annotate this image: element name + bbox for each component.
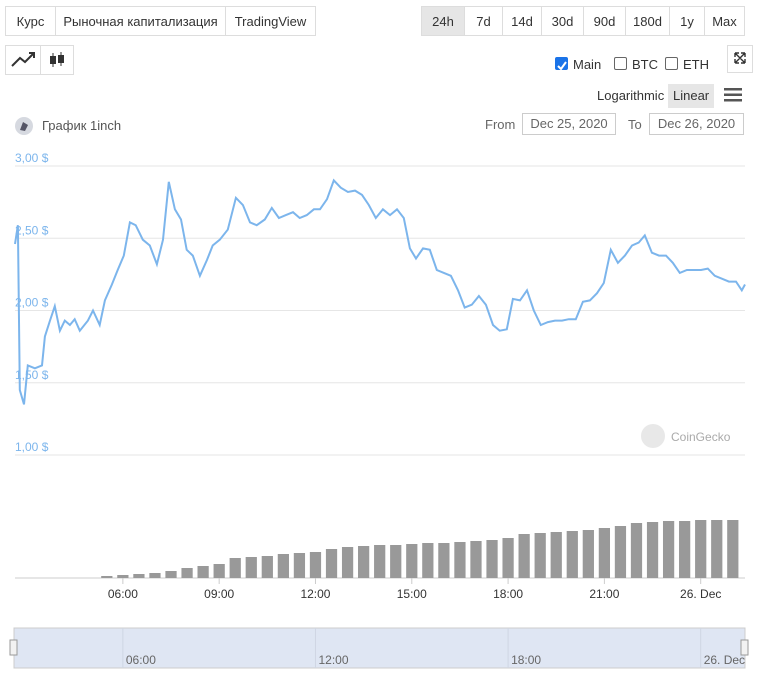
volume-bar — [406, 544, 418, 578]
scale-button[interactable]: Linear — [668, 84, 715, 108]
volume-bar — [550, 532, 562, 578]
volume-bar — [711, 520, 723, 578]
volume-bar — [566, 531, 578, 578]
fullscreen-icon — [734, 52, 746, 64]
price-line — [14, 178, 746, 405]
navigator-handle — [740, 639, 749, 656]
navigator-tick-label: 06:00 — [126, 653, 156, 667]
navigator-tick-label: 12:00 — [318, 653, 348, 667]
volume-bar — [582, 530, 594, 578]
volume-bar — [695, 520, 707, 578]
x-tick-label: 12:00 — [300, 587, 330, 601]
volume-bar — [374, 545, 386, 578]
volume-bar — [261, 556, 273, 578]
volume-bar — [325, 549, 338, 578]
volume-bar — [454, 542, 466, 578]
range-button[interactable]: Max — [704, 6, 745, 36]
volume-bar — [486, 540, 498, 578]
range-button[interactable]: 180d — [625, 6, 670, 36]
volume-bar — [245, 557, 257, 578]
x-tick-label: 18:00 — [493, 587, 523, 601]
volume-bar — [293, 553, 306, 578]
chart-title: График 1inch — [42, 118, 122, 133]
candle-icon — [50, 52, 64, 67]
volume-bar — [727, 520, 739, 578]
range-button[interactable]: 14d — [502, 6, 542, 36]
tab[interactable]: Курс — [5, 6, 56, 36]
navigator-handle — [9, 639, 18, 656]
volume-bar — [277, 554, 289, 578]
tab[interactable]: Рыночная капитализация — [55, 6, 226, 36]
from-label: From — [485, 117, 516, 132]
y-tick-label: 2,50 $ — [15, 223, 49, 237]
y-tick-label: 1,50 $ — [15, 368, 49, 382]
checkbox[interactable] — [665, 57, 678, 70]
menu-button[interactable] — [724, 88, 742, 107]
watermark: CoinGecko — [671, 430, 731, 444]
line-mode-button[interactable] — [5, 45, 41, 75]
volume-bar — [646, 522, 659, 578]
volume-bar — [662, 521, 675, 578]
volume-bar — [518, 534, 530, 578]
range-button[interactable]: 1y — [669, 6, 705, 36]
volume-bar — [165, 571, 177, 578]
x-tick-label: 09:00 — [204, 587, 234, 601]
check-label[interactable]: Main — [573, 57, 602, 72]
volume-bar — [309, 552, 322, 578]
volume-bar — [598, 528, 611, 578]
volume-bar — [534, 533, 546, 578]
volume-bar — [101, 576, 113, 578]
range-button[interactable]: 30d — [541, 6, 584, 36]
volume-bar — [679, 521, 691, 578]
volume-bar — [341, 547, 354, 578]
range-button[interactable]: 7d — [464, 6, 503, 36]
coin-logo — [15, 117, 33, 135]
scale-button[interactable]: Logarithmic — [597, 88, 665, 103]
checkbox[interactable] — [555, 57, 568, 71]
line-icon — [11, 52, 35, 67]
volume-bar — [630, 523, 643, 578]
volume-bar — [213, 564, 225, 578]
range-button[interactable]: 90d — [583, 6, 626, 36]
check-mark — [557, 61, 567, 71]
volume-bar — [117, 575, 129, 578]
watermark-logo — [641, 424, 665, 448]
y-tick-label: 2,00 $ — [15, 296, 49, 310]
check-label[interactable]: BTC — [632, 57, 658, 72]
volume-bar — [470, 541, 482, 578]
volume-bar — [358, 546, 370, 578]
volume-bar — [149, 573, 161, 578]
volume-bar — [422, 543, 434, 578]
to-label: To — [628, 117, 642, 132]
volume-bar — [614, 526, 627, 578]
x-tick-label: 06:00 — [108, 587, 138, 601]
from-input[interactable]: Dec 25, 2020 — [522, 113, 616, 135]
y-tick-label: 1,00 $ — [15, 440, 49, 454]
x-tick-label: 15:00 — [397, 587, 427, 601]
check-label[interactable]: ETH — [683, 57, 709, 72]
fullscreen-button[interactable] — [727, 45, 753, 73]
checkbox[interactable] — [614, 57, 627, 70]
volume-bar — [133, 574, 145, 578]
volume-bar — [438, 543, 450, 578]
x-tick-label: 26. Dec — [680, 587, 721, 601]
x-tick-label: 21:00 — [589, 587, 619, 601]
volume-bar — [390, 545, 402, 578]
tab[interactable]: TradingView — [225, 6, 316, 36]
volume-bar — [502, 538, 514, 578]
volume-bar — [229, 558, 241, 578]
navigator — [13, 627, 746, 669]
to-input[interactable]: Dec 26, 2020 — [649, 113, 744, 135]
candle-mode-button[interactable] — [40, 45, 74, 75]
y-tick-label: 3,00 $ — [15, 151, 49, 165]
volume-bar — [181, 568, 193, 578]
range-button[interactable]: 24h — [421, 6, 465, 36]
navigator-tick-label: 26. Dec — [704, 653, 745, 667]
menu-icon — [724, 88, 742, 102]
volume-bar — [197, 566, 209, 578]
navigator-tick-label: 18:00 — [511, 653, 541, 667]
